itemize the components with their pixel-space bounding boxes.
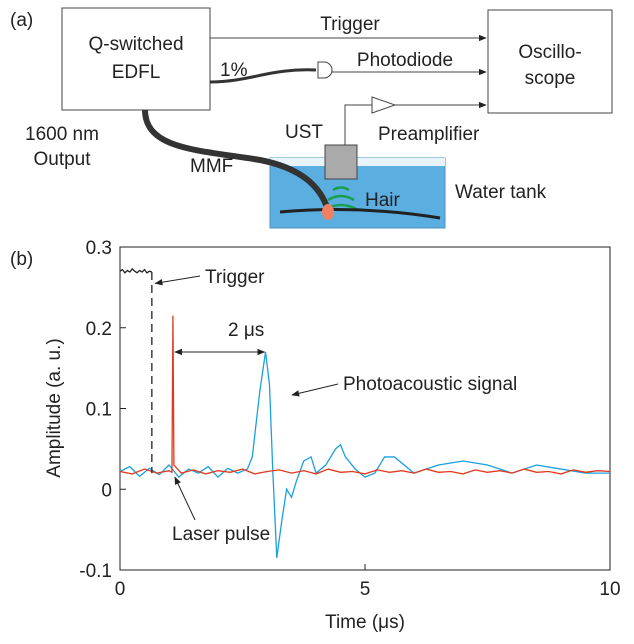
waveform-chart: (b) Time (μs) Amplitude (a. u.) -0.100.1… (10, 238, 621, 633)
mmf-fiber (142, 109, 331, 211)
split-label: 1% (220, 60, 248, 81)
annotation-arrow (291, 383, 339, 397)
photodiode-icon (317, 61, 333, 79)
annotation: Laser pulse (172, 524, 270, 545)
x-axis-label: Time (μs) (325, 612, 405, 633)
annotation: Photoacoustic signal (343, 374, 517, 395)
annotation: Trigger (205, 267, 265, 288)
scope-label: scope (525, 68, 576, 89)
x-tick-label: 0 (115, 579, 126, 600)
y-tick-label: 0 (101, 480, 112, 501)
ust-cable (344, 104, 372, 145)
x-tick-label: 10 (599, 579, 620, 600)
panel-label: (a) (10, 10, 33, 31)
setup-diagram: (a) Q-switched EDFL Oscillo- scope Trigg… (10, 7, 613, 229)
fiber-label: MMF (190, 156, 233, 177)
annotation: 2 μs (228, 320, 264, 341)
plot-frame (119, 246, 611, 571)
laser-label: Q-switched (88, 34, 183, 55)
y-tick-label: 0.3 (86, 238, 112, 259)
tank-label: Water tank (455, 182, 547, 203)
y-axis-label: Amplitude (a. u.) (44, 338, 65, 477)
output-label: 1600 nm (25, 124, 99, 145)
scope-label: Oscillo- (518, 42, 581, 63)
scope-box (487, 9, 613, 114)
output-label: Output (33, 149, 91, 170)
fiber-tip (322, 204, 334, 220)
panel-label: (b) (10, 249, 33, 270)
trigger-label: Trigger (320, 14, 380, 35)
laser-label: EDFL (112, 62, 161, 83)
preamp-label: Preamplifier (378, 124, 480, 145)
y-tick-label: 0.2 (86, 319, 112, 340)
laser-box (61, 7, 211, 111)
annotation-arrow (174, 476, 196, 521)
photodiode-label: Photodiode (357, 50, 453, 71)
series-line (119, 267, 153, 274)
annotation-arrow (154, 275, 201, 286)
preamp-icon (371, 96, 397, 114)
split-fiber (209, 68, 317, 84)
series-line (119, 315, 611, 475)
ust-icon (324, 144, 358, 180)
y-tick-label: 0.1 (86, 400, 112, 421)
ust-label: UST (285, 122, 323, 143)
hair (279, 208, 441, 220)
y-tick-label: -0.1 (79, 561, 112, 582)
hair-label: Hair (365, 190, 401, 211)
x-tick-label: 5 (360, 579, 371, 600)
